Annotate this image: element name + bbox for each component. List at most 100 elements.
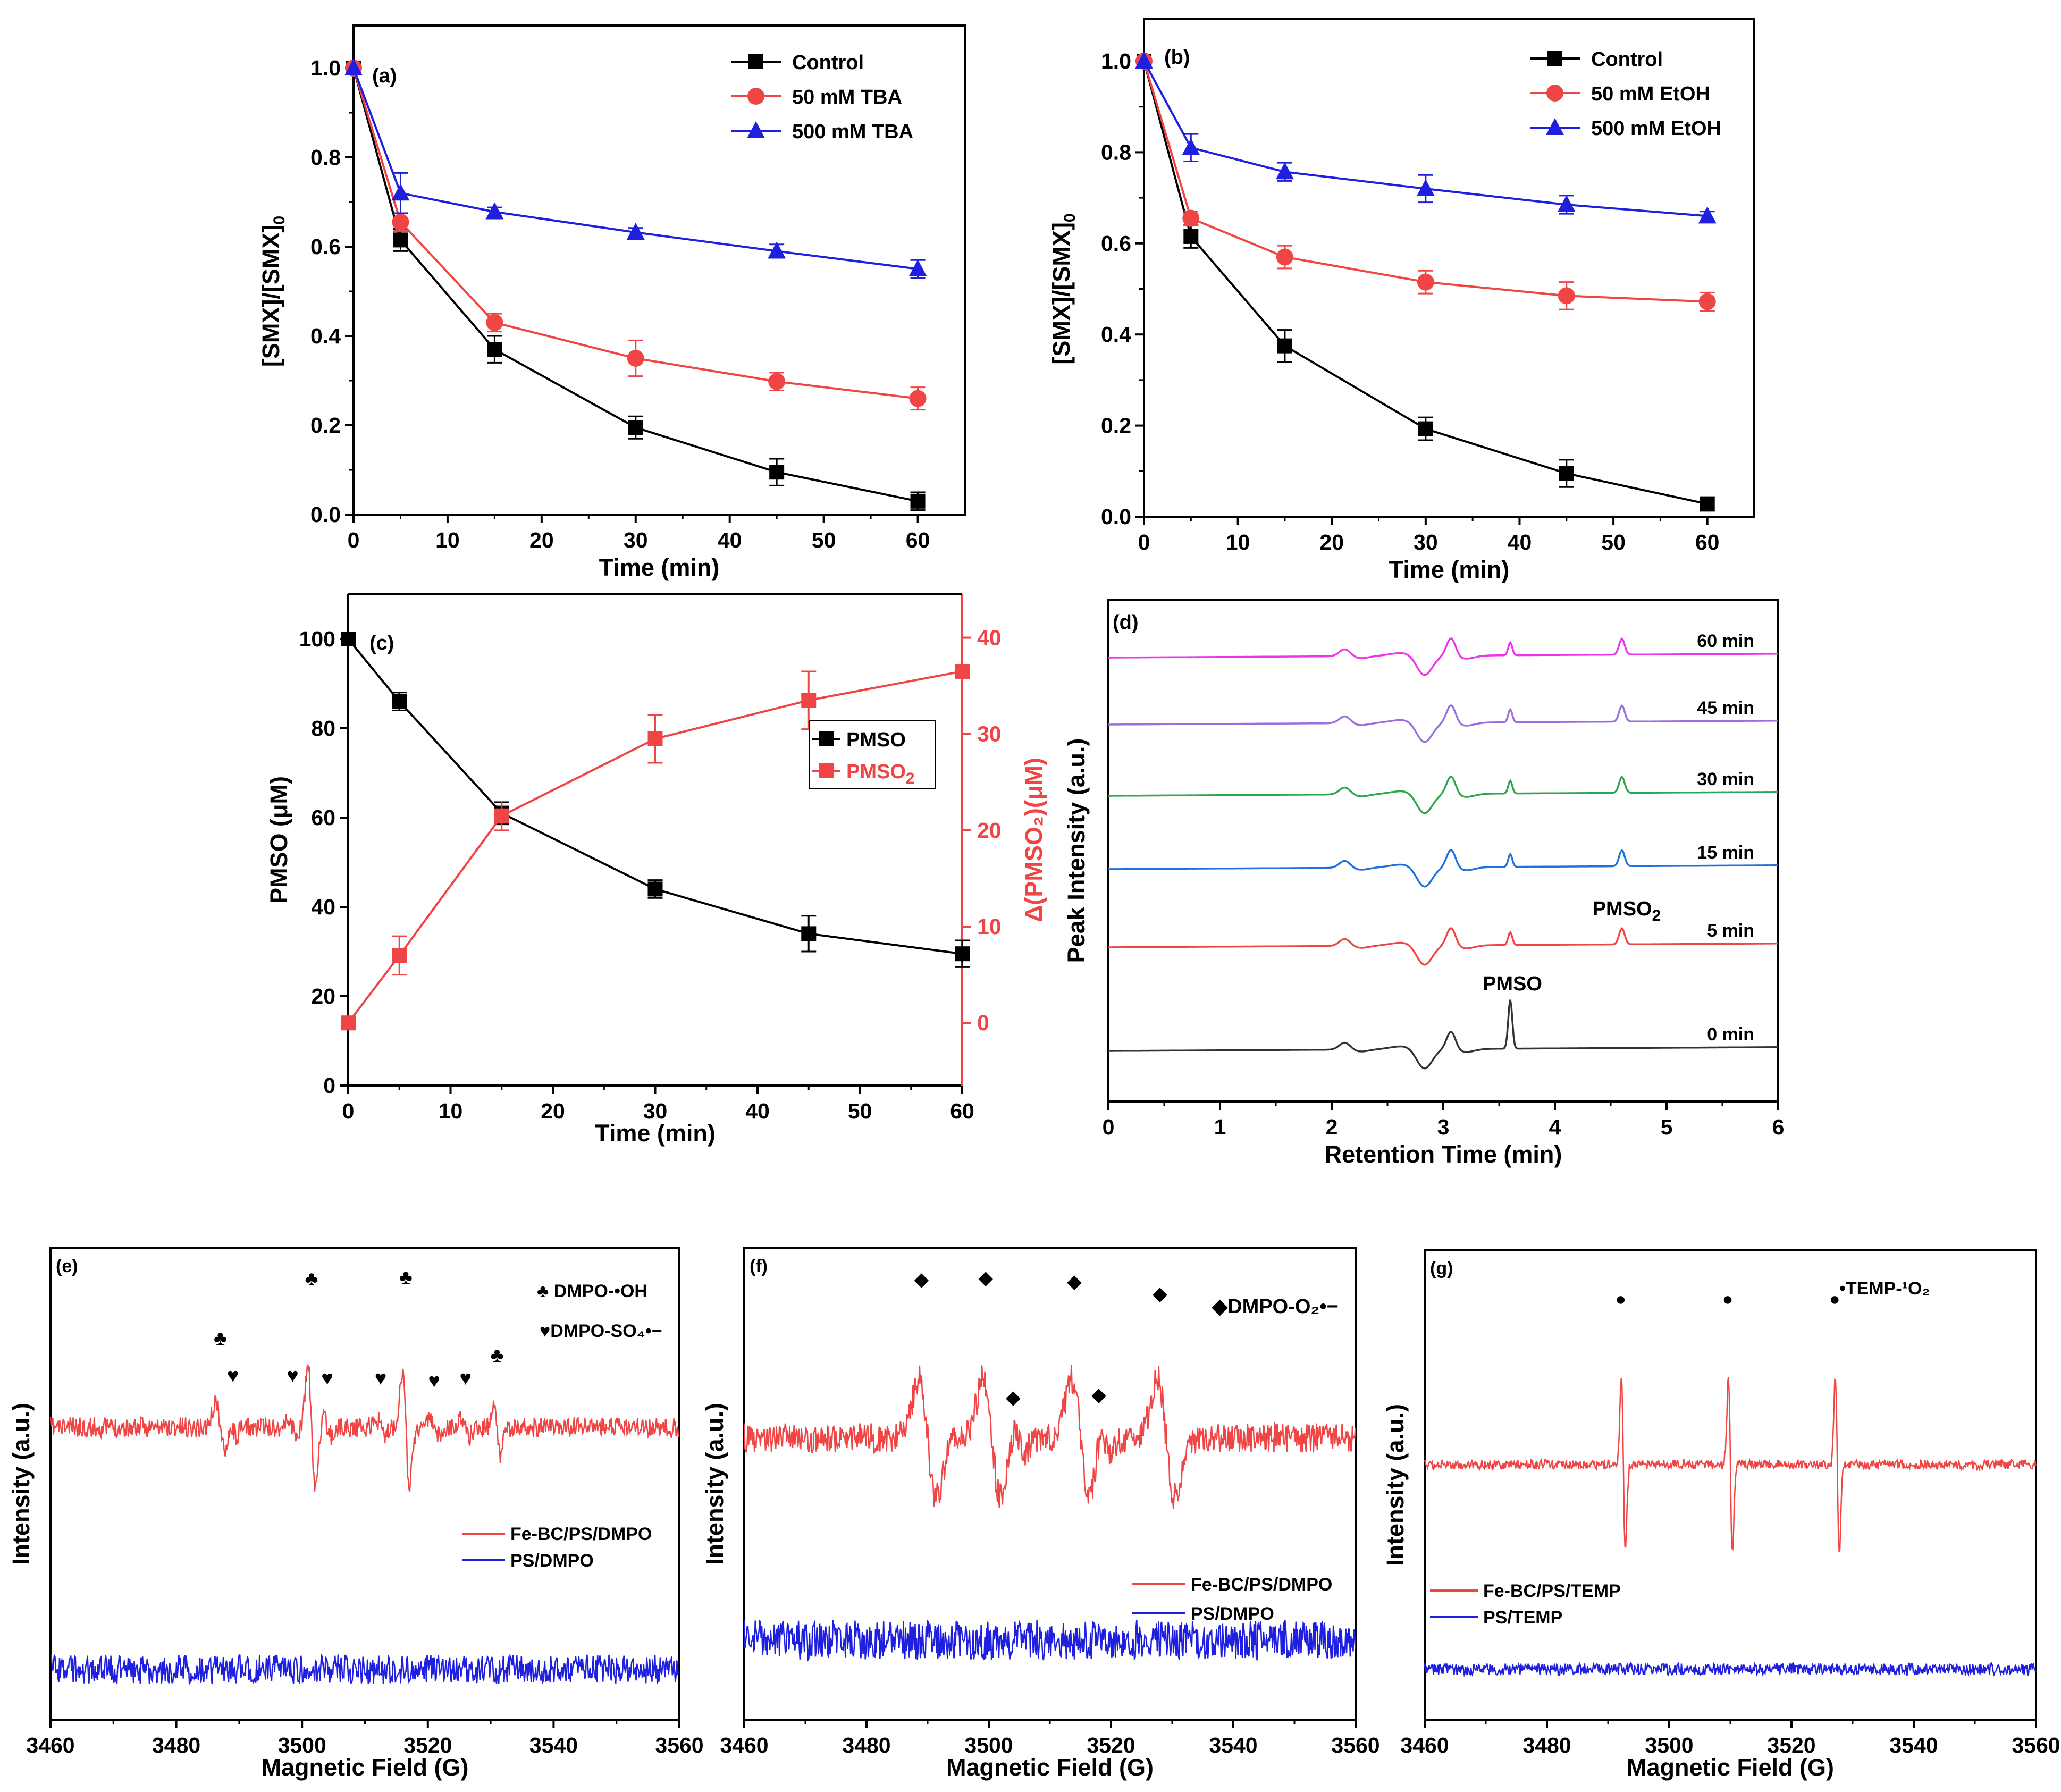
panel-b-legend-label: 500 mM EtOH [1591, 117, 1721, 140]
panel-f-diamond-marker: ◆ [914, 1269, 929, 1290]
panel-a-point [344, 58, 363, 75]
panel-a-legend-label: 500 mM TBA [792, 121, 913, 143]
panel-c-xtick-label: 60 [950, 1099, 974, 1123]
panel-d-trace [1108, 704, 1778, 743]
panel-c-point [955, 663, 970, 679]
panel-a-xtick-label: 40 [718, 528, 742, 552]
panel-a-xtick-label: 50 [812, 528, 836, 552]
panel-b-legend-marker [1546, 85, 1563, 102]
panel-e-legend-so4: ♥DMPO-SO₄•− [540, 1321, 662, 1341]
panel-a-point [626, 223, 645, 240]
panel-e-panel-label: (e) [56, 1256, 78, 1276]
panel-e-heart-marker: ♥ [287, 1365, 299, 1387]
panel-b-ytick-label: 0.0 [1101, 504, 1131, 529]
panel-a-series-line [352, 68, 918, 400]
panel-a-xtick-label: 0 [348, 528, 360, 552]
panel-e-xtick-label: 3540 [529, 1733, 578, 1757]
panel-d-panel-label: (d) [1113, 611, 1139, 634]
panel-d-trace-label: 45 min [1697, 698, 1754, 718]
panel-c-legend-label: PMSO [846, 729, 906, 751]
panel-c-series-line [347, 638, 963, 955]
panel-e-xtick-label: 3460 [26, 1733, 74, 1757]
panel-f-diamond-marker: ◆ [1153, 1284, 1167, 1304]
panel-e-ylabel: Intensity (a.u.) [7, 1403, 35, 1565]
panel-a-point [487, 342, 502, 357]
panel-f-legend-o2: ◆DMPO-O₂•− [1212, 1295, 1339, 1318]
panel-f-diamond-marker: ◆ [1067, 1272, 1082, 1292]
panel-c-ytick-label: 20 [311, 984, 335, 1008]
panel-c-point [392, 948, 407, 963]
panel-d-trace [1108, 637, 1778, 676]
panel-a-frame [352, 24, 966, 516]
panel-a-ytick-label: 0.8 [310, 145, 341, 170]
panel-a-xtick-label: 20 [529, 528, 554, 552]
panel-d-pmso-annotation: PMSO [1483, 973, 1542, 995]
panel-d-xtick-label: 4 [1549, 1115, 1561, 1139]
panel-a-legend-label: 50 mM TBA [792, 86, 902, 108]
panel-a-xtick-label: 60 [906, 528, 930, 552]
panel-a-series-line [352, 68, 918, 502]
panel-g-dot-marker: ● [1829, 1289, 1840, 1309]
panel-b-ytick-label: 0.4 [1101, 322, 1131, 347]
panel-a-point [909, 390, 927, 407]
panel-f-ylabel: Intensity (a.u.) [701, 1403, 728, 1565]
panel-a-ytick-label: 0.6 [310, 234, 341, 259]
panel-b-point [1557, 195, 1576, 212]
panel-a-point [628, 420, 643, 435]
panel-e-legend-label: PS/DMPO [510, 1551, 594, 1571]
panel-b-point [1700, 497, 1715, 512]
panel-d-ylabel: Peak Intensity (a.u.) [1063, 738, 1090, 963]
panel-e-heart-marker: ♥ [459, 1367, 472, 1390]
panel-a-legend-marker [747, 88, 764, 105]
panel-b-point [1559, 466, 1574, 481]
panel-e-xtick-label: 3520 [403, 1733, 452, 1757]
panel-b-xtick-label: 20 [1319, 530, 1344, 554]
panel-e-club-marker: ♣ [490, 1344, 503, 1367]
panel-c-xtick-label: 40 [745, 1099, 770, 1123]
panel-g-xtick-label: 3480 [1522, 1733, 1571, 1757]
panel-d-trace-label: 30 min [1697, 769, 1754, 789]
panel-e-heart-marker: ♥ [375, 1367, 387, 1390]
panel-f-xtick-label: 3500 [964, 1733, 1013, 1757]
panel-b-point [1277, 338, 1292, 354]
panel-b-ylabel: [SMX]/[SMX]0 [1048, 213, 1079, 364]
panel-f-diamond-marker: ◆ [1091, 1385, 1106, 1405]
panel-d-trace [1108, 999, 1778, 1070]
panel-g-xtick-label: 3560 [2012, 1733, 2060, 1757]
panel-d-trace-label: 0 min [1707, 1024, 1754, 1045]
panel-b-ytick-label: 0.8 [1101, 140, 1131, 164]
panel-b-series-line [1143, 61, 1707, 303]
panel-c-y2tick-label: 20 [977, 818, 1002, 843]
panel-c-legend-label: PMSO2 [846, 761, 915, 787]
panel-d-xtick-label: 5 [1661, 1115, 1673, 1139]
panel-b-ytick-label: 1.0 [1101, 49, 1131, 73]
panel-e-xtick-label: 3500 [278, 1733, 326, 1757]
panel-d-trace-label: 15 min [1697, 843, 1754, 863]
panel-b-legend-label: 50 mM EtOH [1591, 83, 1710, 105]
panel-e-frame [49, 1247, 680, 1721]
panel-e-legend-oh: ♣ DMPO-•OH [537, 1281, 647, 1301]
panel-e-club-marker: ♣ [399, 1266, 413, 1289]
panel-c-point [955, 946, 970, 962]
panel-f-xtick-label: 3520 [1087, 1733, 1135, 1757]
panel-a-point [393, 232, 408, 248]
panel-b-legend-marker [1547, 51, 1562, 66]
panel-c-point [392, 694, 407, 709]
panel-g-blue-trace [1424, 1661, 2037, 1678]
panel-c-xtick-label: 20 [541, 1099, 565, 1123]
panel-e-xtick-label: 3560 [655, 1733, 703, 1757]
panel-b-frame [1143, 18, 1755, 518]
panel-g-panel-label: (g) [1430, 1258, 1453, 1278]
panel-b-point [1135, 52, 1153, 69]
panel-e-club-marker: ♣ [214, 1327, 227, 1350]
panel-e-blue-trace [50, 1653, 679, 1686]
panel-d-pmso2-annotation: PMSO2 [1593, 898, 1661, 924]
panel-d-xlabel: Retention Time (min) [1325, 1141, 1562, 1168]
panel-b-point [1417, 273, 1434, 291]
panel-c-xtick-label: 0 [342, 1099, 355, 1123]
panel-a-point [486, 314, 503, 331]
panel-d-xtick-label: 3 [1437, 1115, 1450, 1139]
panel-d-trace [1108, 775, 1778, 814]
panel-b-point [1276, 248, 1293, 266]
